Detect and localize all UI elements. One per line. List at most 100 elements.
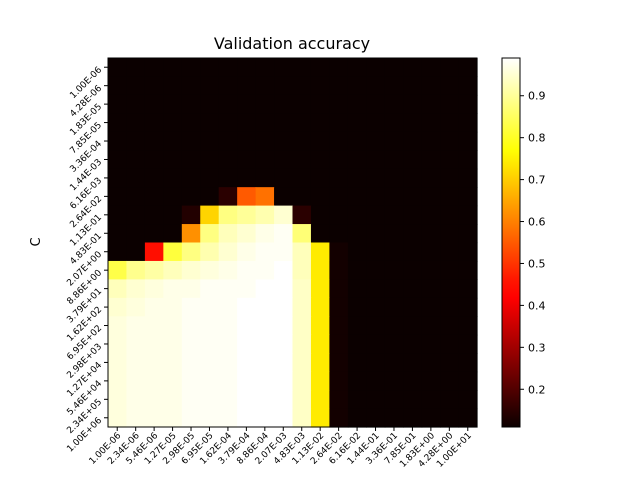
heatmap-cell <box>108 131 128 151</box>
colorbar-tick-label: 0.2 <box>528 383 546 396</box>
heatmap-cell <box>421 58 441 78</box>
heatmap-cell <box>218 94 238 114</box>
heatmap-cell <box>218 58 238 78</box>
heatmap-cell <box>181 408 201 428</box>
heatmap-cell <box>403 279 423 299</box>
heatmap-cell <box>347 168 367 188</box>
heatmap-cell <box>458 187 478 207</box>
heatmap-cell <box>126 316 146 336</box>
heatmap-cell <box>237 390 257 410</box>
heatmap-cell <box>310 353 330 373</box>
heatmap-cell <box>310 297 330 317</box>
heatmap-cell <box>126 224 146 244</box>
heatmap-cell <box>163 260 183 280</box>
heatmap-cell <box>458 390 478 410</box>
heatmap-cell <box>108 334 128 354</box>
heatmap-cell <box>310 131 330 151</box>
colorbar-tick-label: 0.4 <box>528 299 546 312</box>
heatmap-cell <box>366 113 386 133</box>
heatmap-cell <box>347 297 367 317</box>
heatmap-cell <box>421 242 441 262</box>
heatmap-cell <box>384 279 404 299</box>
heatmap-cell <box>458 131 478 151</box>
heatmap-cell <box>292 113 312 133</box>
heatmap-cell <box>218 76 238 96</box>
heatmap-cell <box>440 131 460 151</box>
heatmap-cell <box>384 242 404 262</box>
heatmap-cell <box>440 113 460 133</box>
heatmap-cell <box>292 316 312 336</box>
heatmap-cell <box>421 260 441 280</box>
heatmap-cell <box>237 353 257 373</box>
heatmap-cell <box>366 224 386 244</box>
heatmap-cell <box>384 131 404 151</box>
heatmap-cell <box>329 242 349 262</box>
heatmap-cell <box>255 353 275 373</box>
heatmap-cell <box>255 371 275 391</box>
heatmap-cell <box>292 187 312 207</box>
heatmap-cell <box>126 187 146 207</box>
heatmap-cell <box>163 408 183 428</box>
heatmap-cell <box>347 353 367 373</box>
heatmap-cell <box>329 371 349 391</box>
heatmap-cell <box>126 371 146 391</box>
heatmap-cell <box>421 334 441 354</box>
heatmap-cell <box>366 94 386 114</box>
heatmap-cell <box>458 94 478 114</box>
heatmap-cell <box>384 224 404 244</box>
heatmap-cell <box>347 224 367 244</box>
heatmap-cell <box>421 408 441 428</box>
heatmap-cell <box>384 334 404 354</box>
heatmap-cell <box>403 390 423 410</box>
heatmap-cell <box>274 94 294 114</box>
heatmap-cell <box>310 94 330 114</box>
heatmap-cell <box>200 168 220 188</box>
heatmap-cells <box>108 58 478 428</box>
heatmap-cell <box>329 94 349 114</box>
colorbar-tick-label: 0.5 <box>528 257 546 270</box>
heatmap-cell <box>108 297 128 317</box>
heatmap-cell <box>237 371 257 391</box>
heatmap-cell <box>274 242 294 262</box>
heatmap-cell <box>440 76 460 96</box>
heatmap-cell <box>126 168 146 188</box>
heatmap-cell <box>458 168 478 188</box>
heatmap-cell <box>403 113 423 133</box>
heatmap-cell <box>237 316 257 336</box>
heatmap-cell <box>421 76 441 96</box>
heatmap-cell <box>440 242 460 262</box>
heatmap-cell <box>329 408 349 428</box>
heatmap-cell <box>108 205 128 225</box>
heatmap-cell <box>347 334 367 354</box>
heatmap-cell <box>403 168 423 188</box>
heatmap-cell <box>144 353 164 373</box>
heatmap-cell <box>126 76 146 96</box>
heatmap-cell <box>237 279 257 299</box>
heatmap-cell <box>218 316 238 336</box>
heatmap-cell <box>403 187 423 207</box>
heatmap-cell <box>163 58 183 78</box>
heatmap-cell <box>163 94 183 114</box>
heatmap-cell <box>366 390 386 410</box>
heatmap-cell <box>310 113 330 133</box>
heatmap-cell <box>126 334 146 354</box>
heatmap-cell <box>458 408 478 428</box>
heatmap-cell <box>329 224 349 244</box>
heatmap-cell <box>218 168 238 188</box>
heatmap-cell <box>403 334 423 354</box>
heatmap-cell <box>200 316 220 336</box>
heatmap-cell <box>421 390 441 410</box>
heatmap-cell <box>440 168 460 188</box>
heatmap-cell <box>292 150 312 170</box>
heatmap-cell <box>144 408 164 428</box>
heatmap-cell <box>237 297 257 317</box>
heatmap-cell <box>274 260 294 280</box>
heatmap-cell <box>218 187 238 207</box>
heatmap-cell <box>310 150 330 170</box>
heatmap-cell <box>403 316 423 336</box>
heatmap-cell <box>200 279 220 299</box>
heatmap-cell <box>255 94 275 114</box>
heatmap-cell <box>421 224 441 244</box>
heatmap-cell <box>144 279 164 299</box>
heatmap-cell <box>218 297 238 317</box>
